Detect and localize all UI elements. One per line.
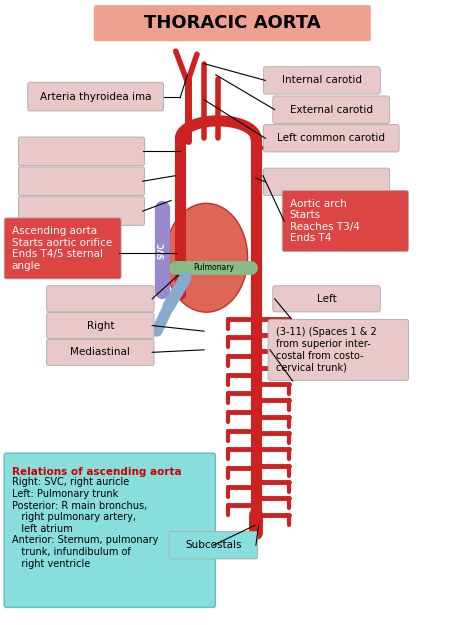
- Text: Relations of ascending aorta: Relations of ascending aorta: [12, 467, 182, 477]
- Text: SVC: SVC: [157, 242, 166, 259]
- Text: Internal carotid: Internal carotid: [282, 76, 362, 86]
- Text: Right: Right: [87, 321, 114, 331]
- Text: Right: SVC, right auricle
Left: Pulmonary trunk
Posterior: R main bronchus,
   r: Right: SVC, right auricle Left: Pulmonar…: [12, 478, 158, 569]
- FancyBboxPatch shape: [18, 137, 145, 166]
- FancyBboxPatch shape: [264, 67, 380, 94]
- FancyBboxPatch shape: [28, 82, 164, 111]
- Text: Mediastinal: Mediastinal: [71, 348, 130, 358]
- FancyBboxPatch shape: [268, 319, 409, 381]
- FancyBboxPatch shape: [46, 312, 154, 339]
- Text: Left: Left: [317, 294, 337, 304]
- FancyBboxPatch shape: [264, 168, 390, 196]
- Text: External carotid: External carotid: [290, 104, 373, 114]
- FancyBboxPatch shape: [273, 96, 390, 123]
- FancyBboxPatch shape: [18, 167, 145, 196]
- FancyBboxPatch shape: [94, 5, 371, 41]
- Text: Left common carotid: Left common carotid: [277, 133, 385, 143]
- FancyBboxPatch shape: [4, 453, 215, 608]
- Text: (3-11) (Spaces 1 & 2
from superior inter-
costal from costo-
cervical trunk): (3-11) (Spaces 1 & 2 from superior inter…: [276, 328, 376, 372]
- Text: Ascending aorta
Starts aortic orifice
Ends T4/5 sternal
angle: Ascending aorta Starts aortic orifice En…: [12, 226, 112, 271]
- FancyBboxPatch shape: [46, 339, 154, 366]
- Text: THORACIC AORTA: THORACIC AORTA: [144, 14, 320, 32]
- FancyBboxPatch shape: [4, 218, 121, 279]
- Ellipse shape: [165, 203, 247, 312]
- FancyBboxPatch shape: [46, 286, 154, 312]
- Text: Pulmonary: Pulmonary: [193, 263, 234, 272]
- Text: Subcostals: Subcostals: [185, 540, 242, 550]
- FancyBboxPatch shape: [273, 286, 380, 312]
- FancyBboxPatch shape: [169, 531, 258, 559]
- Text: Arteria thyroidea ima: Arteria thyroidea ima: [40, 92, 151, 102]
- FancyBboxPatch shape: [282, 191, 409, 251]
- Text: Aortic arch
Starts
Reaches T3/4
Ends T4: Aortic arch Starts Reaches T3/4 Ends T4: [290, 199, 360, 243]
- FancyBboxPatch shape: [18, 197, 145, 226]
- FancyBboxPatch shape: [264, 124, 399, 152]
